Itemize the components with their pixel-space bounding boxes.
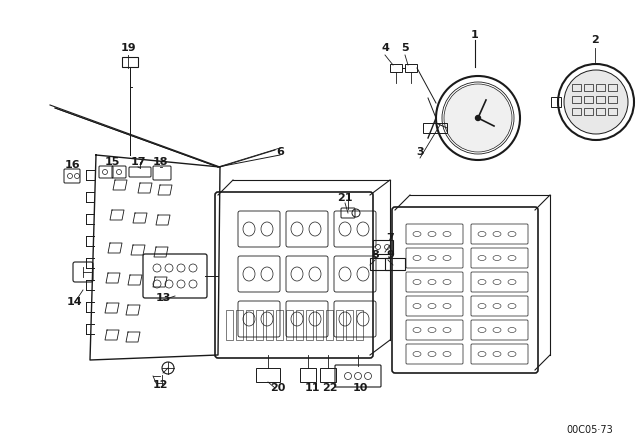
Bar: [608, 108, 617, 115]
Circle shape: [476, 116, 481, 121]
Bar: [584, 108, 593, 115]
Text: 14: 14: [67, 297, 83, 307]
Bar: [572, 84, 581, 91]
Text: 5: 5: [401, 43, 409, 53]
Text: 4: 4: [381, 43, 389, 53]
Bar: [300, 368, 316, 382]
Bar: [385, 258, 405, 270]
Bar: [336, 310, 343, 340]
Bar: [608, 84, 617, 91]
Text: 20: 20: [270, 383, 285, 393]
Text: 9: 9: [386, 250, 394, 260]
Circle shape: [564, 70, 628, 134]
Bar: [326, 310, 333, 340]
Bar: [320, 368, 336, 382]
Bar: [226, 310, 233, 340]
Bar: [356, 310, 363, 340]
Bar: [306, 310, 313, 340]
Bar: [596, 108, 605, 115]
Bar: [405, 64, 417, 72]
Bar: [122, 57, 138, 67]
Bar: [584, 84, 593, 91]
Bar: [346, 310, 353, 340]
Bar: [584, 96, 593, 103]
Text: 21: 21: [337, 193, 353, 203]
Text: 8: 8: [371, 250, 379, 260]
Text: 7: 7: [386, 233, 394, 243]
Text: 3: 3: [416, 147, 424, 157]
Bar: [423, 123, 447, 133]
Text: 10: 10: [352, 383, 368, 393]
Bar: [390, 64, 402, 72]
Text: 00C05·73: 00C05·73: [566, 425, 613, 435]
Bar: [596, 84, 605, 91]
Bar: [246, 310, 253, 340]
Bar: [236, 310, 243, 340]
Text: 2: 2: [591, 35, 599, 45]
Bar: [266, 310, 273, 340]
Bar: [316, 310, 323, 340]
Bar: [572, 96, 581, 103]
Text: 13: 13: [156, 293, 171, 303]
Text: 11: 11: [304, 383, 320, 393]
Text: 22: 22: [323, 383, 338, 393]
Text: 19: 19: [120, 43, 136, 53]
Circle shape: [444, 84, 512, 152]
Bar: [608, 96, 617, 103]
Bar: [276, 310, 283, 340]
Bar: [596, 96, 605, 103]
Text: 1: 1: [471, 30, 479, 40]
Bar: [551, 97, 561, 107]
Bar: [373, 240, 393, 254]
Text: 12: 12: [152, 380, 168, 390]
Text: 18: 18: [152, 157, 168, 167]
Text: 16: 16: [64, 160, 80, 170]
Bar: [296, 310, 303, 340]
Text: 17: 17: [131, 157, 146, 167]
Text: 6: 6: [276, 147, 284, 157]
Bar: [572, 108, 581, 115]
Bar: [286, 310, 293, 340]
Bar: [256, 310, 263, 340]
Bar: [370, 258, 390, 270]
Bar: [256, 368, 280, 382]
Text: 15: 15: [104, 157, 120, 167]
